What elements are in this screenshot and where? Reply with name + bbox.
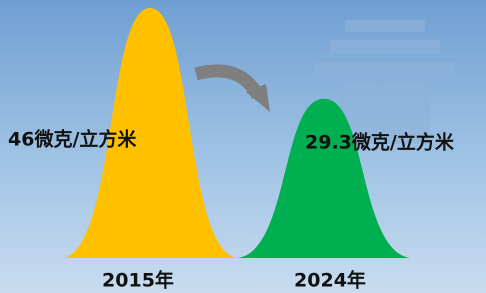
year-label: 2024年 xyxy=(294,269,366,292)
year-label: 2015年 xyxy=(102,269,174,292)
value-label: 46微克/立方米 xyxy=(8,128,137,151)
infographic: 46微克/立方米 2015年 29.3微克/立方米 2024年 xyxy=(0,0,486,293)
value-label: 29.3微克/立方米 xyxy=(305,131,455,154)
